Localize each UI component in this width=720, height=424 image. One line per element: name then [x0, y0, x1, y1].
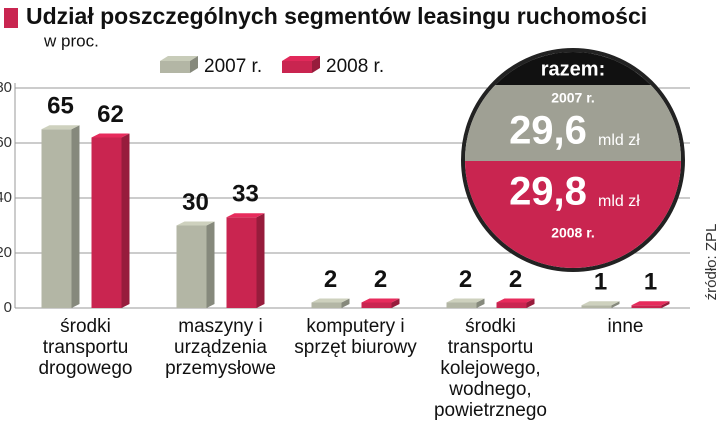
- legend-swatch: [282, 56, 320, 73]
- value-label: 1: [644, 269, 657, 296]
- bar-top: [496, 298, 535, 303]
- inset-total: 29,6: [509, 109, 587, 153]
- bar-front: [176, 225, 207, 308]
- bar-front: [581, 305, 612, 308]
- x-tick-label: środki transportu kolejowego, wodnego, p…: [433, 316, 548, 421]
- bar-side: [121, 133, 130, 308]
- bar: [176, 221, 215, 308]
- inset-year: 2008 r.: [551, 225, 595, 241]
- inset: razem: 2007 r. 29,6 mld zł 29,8 mld zł 2…: [461, 48, 685, 272]
- bar-side: [341, 298, 350, 308]
- x-tick-label: maszyny i urządzenia przemysłowe: [165, 316, 276, 379]
- bar-top: [91, 133, 130, 138]
- chart-title: Udział poszczególnych segmentów leasingu…: [26, 3, 647, 29]
- legend-swatch: [160, 56, 198, 73]
- inset-year: 2007 r.: [551, 90, 595, 106]
- bar-side: [71, 125, 80, 308]
- y-tick-label: 20: [0, 244, 12, 261]
- value-label: 2: [374, 266, 387, 293]
- y-tick-label: 40: [0, 189, 12, 206]
- inset-total: 29,8: [509, 170, 587, 214]
- bar-top: [176, 221, 215, 226]
- bar-side: [256, 213, 265, 308]
- legend-swatch-top: [282, 56, 320, 61]
- legend-swatch-front: [160, 61, 190, 73]
- x-tick-label: komputery i sprzęt biurowy: [294, 316, 417, 358]
- bar-side: [391, 298, 400, 308]
- bar: [446, 298, 485, 308]
- bar-top: [226, 213, 265, 218]
- legend-label: 2007 r.: [204, 56, 262, 77]
- bar-front: [631, 305, 662, 308]
- bar: [361, 298, 400, 308]
- inset-title: razem:: [541, 58, 605, 80]
- legend-swatch-side: [312, 56, 320, 73]
- value-label: 33: [232, 181, 259, 208]
- bar: [581, 301, 620, 308]
- inset-band: [465, 85, 681, 161]
- value-label: 30: [182, 189, 209, 216]
- legend-swatch-front: [282, 61, 312, 73]
- bar-side: [661, 301, 670, 308]
- bar-side: [476, 298, 485, 308]
- bar-top: [311, 298, 350, 303]
- legend-swatch-side: [190, 56, 198, 73]
- inset-unit: mld zł: [598, 132, 640, 149]
- bar-front: [446, 302, 477, 308]
- bar-front: [41, 129, 72, 308]
- bar-front: [496, 302, 527, 308]
- y-tick-label: 0: [4, 299, 12, 316]
- bar: [226, 213, 265, 308]
- value-label: 2: [324, 266, 337, 293]
- value-label: 65: [47, 93, 74, 120]
- y-tick-label: 80: [0, 79, 12, 96]
- chart-subtitle: w proc.: [43, 31, 99, 50]
- inset-unit: mld zł: [598, 193, 640, 210]
- y-tick-label: 60: [0, 134, 12, 151]
- value-label: 1: [594, 269, 607, 296]
- bar-top: [361, 298, 400, 303]
- source: źródło: ZPL: [703, 224, 720, 301]
- x-tick-label: inne: [607, 316, 644, 337]
- bar: [311, 298, 350, 308]
- bar-top: [631, 301, 670, 306]
- bar-side: [526, 298, 535, 308]
- bar-side: [206, 221, 215, 308]
- value-label: 62: [97, 101, 124, 128]
- bar-top: [581, 301, 620, 306]
- bar-front: [91, 137, 122, 308]
- bar: [631, 301, 670, 308]
- bar-top: [41, 125, 80, 130]
- title-marker: [4, 8, 18, 28]
- bar: [496, 298, 535, 308]
- bar-front: [311, 302, 342, 308]
- legend-label: 2008 r.: [326, 56, 384, 77]
- bar-side: [611, 301, 620, 308]
- bar-front: [361, 302, 392, 308]
- bar-front: [226, 217, 257, 308]
- bar: [91, 133, 130, 308]
- legend-swatch-top: [160, 56, 198, 61]
- bar-top: [446, 298, 485, 303]
- bar: [41, 125, 80, 308]
- value-label: 2: [459, 266, 472, 293]
- value-label: 2: [509, 266, 522, 293]
- x-tick-label: środki transportu drogowego: [38, 316, 133, 379]
